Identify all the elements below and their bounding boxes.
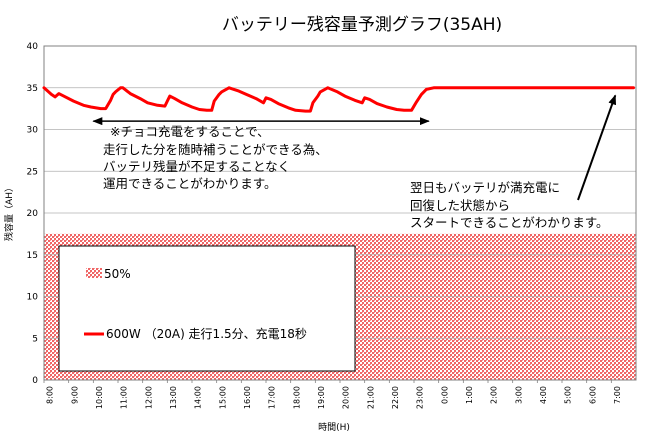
series-layer <box>42 86 635 113</box>
annotation-2-line-2: 回復した状態から <box>410 198 510 213</box>
x-tick-label: 12:00 <box>144 386 153 409</box>
y-tick-label: 0 <box>32 376 38 386</box>
legend-label-band: 50% <box>104 267 131 281</box>
annotation-2-line-3: スタートできることがわかります。 <box>410 215 609 230</box>
x-tick-label: 8:00 <box>46 386 55 404</box>
annotation-1-line-3: バッテリ残量が不足することなく <box>103 159 290 174</box>
x-tick-label: 1:00 <box>465 386 474 404</box>
legend: 50% 600W （20A) 走行1.5分、充電18秒 <box>58 245 356 372</box>
legend-box <box>58 245 356 372</box>
x-tick-label: 11:00 <box>120 386 129 409</box>
x-tick-label: 0:00 <box>440 386 449 404</box>
y-tick-labels: 0 5 10 15 20 25 30 35 40 <box>27 42 39 386</box>
x-tick-label: 9:00 <box>70 386 79 404</box>
x-tick-label: 4:00 <box>539 386 548 404</box>
x-tick-label: 13:00 <box>169 386 178 409</box>
x-tick-label: 23:00 <box>416 386 425 409</box>
y-tick-label: 5 <box>32 334 38 344</box>
x-tick-label: 16:00 <box>243 386 252 409</box>
y-tick-label: 30 <box>27 126 39 136</box>
x-tick-label: 14:00 <box>194 386 203 409</box>
y-tick-label: 15 <box>27 251 38 261</box>
x-tick-label: 3:00 <box>514 386 523 404</box>
y-tick-label: 20 <box>27 209 39 219</box>
series-line <box>42 86 635 113</box>
y-tick-label: 10 <box>27 293 39 303</box>
x-axis-label: 時間(H) <box>318 422 350 433</box>
legend-label-series: 600W （20A) 走行1.5分、充電18秒 <box>106 326 307 341</box>
pointer-arrow <box>577 94 617 201</box>
x-tick-label: 17:00 <box>268 386 277 409</box>
annotation-1-line-2: 走行した分を随時補うことができる為、 <box>103 142 328 157</box>
annotation-2-line-1: 翌日もバッテリが満充電に <box>410 180 560 195</box>
x-tick-label: 6:00 <box>588 386 597 404</box>
y-axis-label: 残容量（AH） <box>3 183 15 241</box>
x-tick-label: 21:00 <box>366 386 375 409</box>
x-tick-label: 7:00 <box>613 386 622 404</box>
y-tick-label: 35 <box>27 84 38 94</box>
annotation-1-line-1: ※チョコ充電をすることで、 <box>110 124 270 139</box>
chart-title: バッテリー残容量予測グラフ(35AH) <box>222 15 502 35</box>
annotation-1-line-4: 運用できることがわかります。 <box>103 176 277 191</box>
x-tick-label: 19:00 <box>317 386 326 409</box>
annotation-2: 翌日もバッテリが満充電に 回復した状態から スタートできることがわかります。 <box>410 94 617 230</box>
x-tick-label: 5:00 <box>564 386 573 404</box>
y-tick-label: 40 <box>27 42 39 52</box>
x-tick-label: 22:00 <box>391 386 400 409</box>
y-tick-label: 25 <box>27 167 38 177</box>
x-tick-label: 2:00 <box>490 386 499 404</box>
x-tick-label: 15:00 <box>218 386 227 409</box>
x-tick-labels: 8:00 9:00 10:00 11:00 12:00 13:00 14:00 15:00 16… <box>43 380 622 409</box>
annotation-1: ※チョコ充電をすることで、 走行した分を随時補うことができる為、 バッテリ残量が… <box>92 117 430 191</box>
x-tick-label: 10:00 <box>95 386 104 409</box>
legend-swatch-band <box>86 268 102 278</box>
x-tick-label: 20:00 <box>342 386 351 409</box>
x-tick-label: 18:00 <box>292 386 301 409</box>
